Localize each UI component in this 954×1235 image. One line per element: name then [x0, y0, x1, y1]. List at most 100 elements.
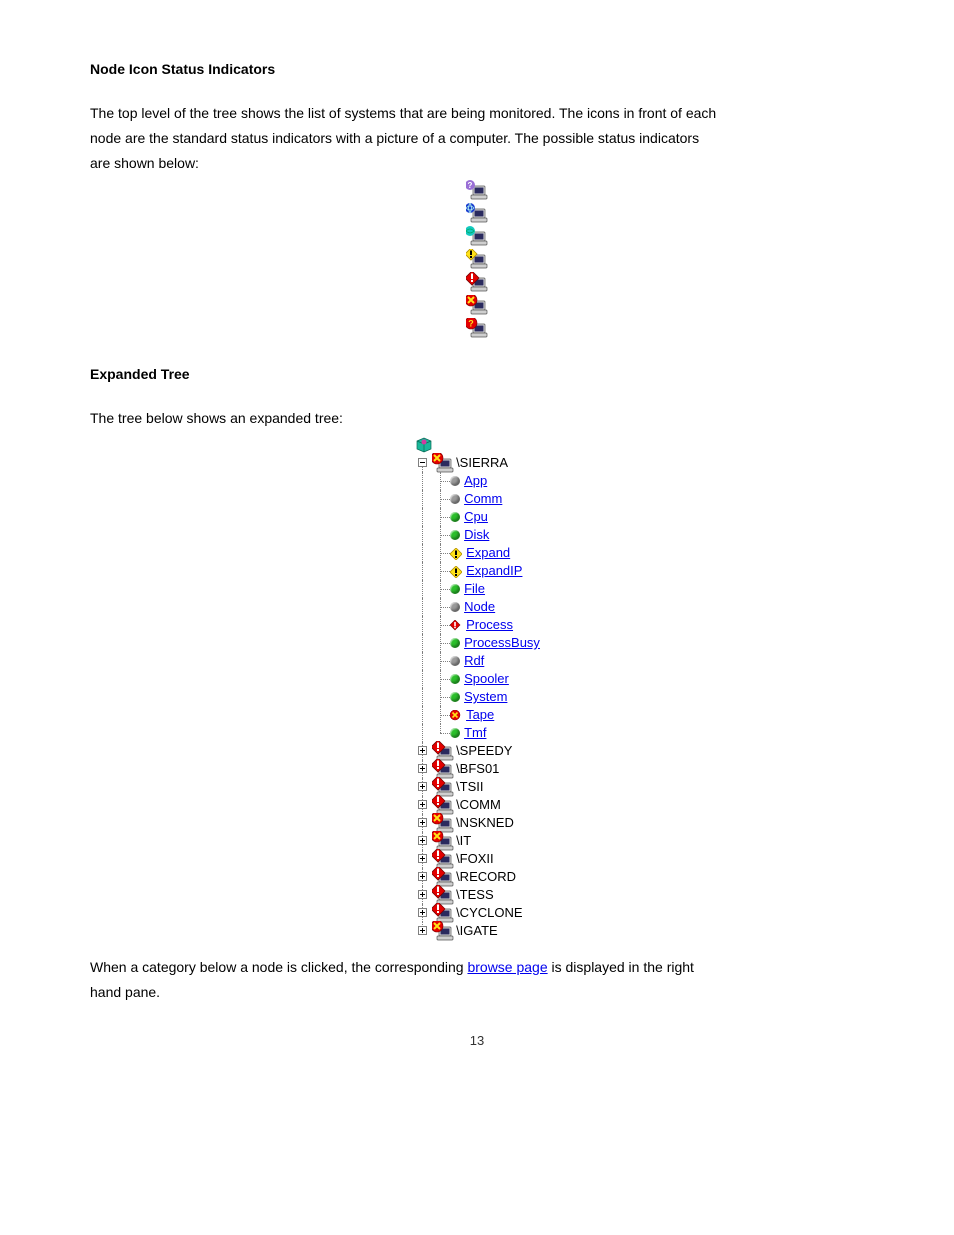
tree-leaf-app[interactable]: App: [414, 472, 540, 490]
green-status-icon: [450, 584, 460, 594]
node-status-icon: [432, 867, 454, 887]
expand-toggle[interactable]: [418, 764, 427, 773]
browse-page-link[interactable]: browse page: [467, 959, 547, 975]
critical-icon: [466, 295, 488, 315]
expand-toggle[interactable]: [418, 926, 427, 935]
node-status-icon: [432, 885, 454, 905]
category-link[interactable]: File: [464, 580, 485, 598]
unknown-icon: [466, 180, 488, 200]
node-status-icon: [432, 813, 454, 833]
tree-node-\speedy[interactable]: \SPEEDY: [414, 742, 540, 760]
intro-line-3: are shown below:: [90, 154, 864, 173]
tree-leaf-expand[interactable]: Expand: [414, 544, 540, 562]
tree-node-sierra[interactable]: \SIERRA: [414, 454, 540, 472]
legend-item-fatal: [466, 316, 488, 339]
node-status-icon: [432, 795, 454, 815]
expand-toggle[interactable]: [418, 782, 427, 791]
tree-node-\tess[interactable]: \TESS: [414, 886, 540, 904]
tree-leaf-tmf[interactable]: Tmf: [414, 724, 540, 742]
tree-leaf-tape[interactable]: Tape: [414, 706, 540, 724]
green-status-icon: [450, 638, 460, 648]
node-label: \IT: [456, 832, 471, 850]
green-status-icon: [450, 512, 460, 522]
expand-toggle[interactable]: [418, 800, 427, 809]
node-label: \FOXII: [456, 850, 494, 868]
node-label: \BFS01: [456, 760, 499, 778]
diamond-yellow-icon: [450, 565, 462, 577]
tree-leaf-node[interactable]: Node: [414, 598, 540, 616]
gray-status-icon: [450, 602, 460, 612]
intro-line-2: node are the standard status indicators …: [90, 129, 864, 148]
node-status-icon: [432, 831, 454, 851]
tree-leaf-file[interactable]: File: [414, 580, 540, 598]
tree-leaf-spooler[interactable]: Spooler: [414, 670, 540, 688]
after-paragraph-2: hand pane.: [90, 983, 864, 1002]
tree-node-\nskned[interactable]: \NSKNED: [414, 814, 540, 832]
tree-node-\foxii[interactable]: \FOXII: [414, 850, 540, 868]
green-status-icon: [450, 728, 460, 738]
tree-leaf-expandip[interactable]: ExpandIP: [414, 562, 540, 580]
page-number: 13: [90, 1032, 864, 1050]
legend-item-unknown: [466, 178, 488, 201]
expand-toggle[interactable]: [418, 854, 427, 863]
category-link[interactable]: ExpandIP: [466, 562, 522, 580]
legend-item-info: [466, 201, 488, 224]
category-link[interactable]: Tmf: [464, 724, 486, 742]
node-label: \RECORD: [456, 868, 516, 886]
category-link[interactable]: ProcessBusy: [464, 634, 540, 652]
category-link[interactable]: Comm: [464, 490, 502, 508]
node-label: \TSII: [456, 778, 483, 796]
category-link[interactable]: Rdf: [464, 652, 484, 670]
tree-node-\it[interactable]: \IT: [414, 832, 540, 850]
gray-status-icon: [450, 476, 460, 486]
category-link[interactable]: System: [464, 688, 507, 706]
node-label: \NSKNED: [456, 814, 514, 832]
tree-leaf-disk[interactable]: Disk: [414, 526, 540, 544]
tree-node-\cyclone[interactable]: \CYCLONE: [414, 904, 540, 922]
legend-item-ok: [466, 224, 488, 247]
tree-leaf-cpu[interactable]: Cpu: [414, 508, 540, 526]
expand-toggle[interactable]: [418, 908, 427, 917]
category-link[interactable]: App: [464, 472, 487, 490]
gray-status-icon: [450, 494, 460, 504]
expand-toggle[interactable]: [418, 836, 427, 845]
category-link[interactable]: Process: [466, 616, 513, 634]
expand-toggle[interactable]: [418, 746, 427, 755]
node-status-icon: [432, 453, 454, 473]
category-link[interactable]: Spooler: [464, 670, 509, 688]
node-label: \IGATE: [456, 922, 498, 940]
green-status-icon: [450, 674, 460, 684]
tree-leaf-comm[interactable]: Comm: [414, 490, 540, 508]
tree-leaf-system[interactable]: System: [414, 688, 540, 706]
tree-leaf-processbusy[interactable]: ProcessBusy: [414, 634, 540, 652]
warning-red-icon: [466, 272, 488, 292]
node-status-icon: [432, 759, 454, 779]
collapse-toggle[interactable]: [418, 458, 427, 467]
legend-item-warning-yellow: [466, 247, 488, 270]
ok-icon: [466, 226, 488, 246]
category-link[interactable]: Node: [464, 598, 495, 616]
expand-toggle[interactable]: [418, 890, 427, 899]
category-link[interactable]: Tape: [466, 706, 494, 724]
tree-node-\comm[interactable]: \COMM: [414, 796, 540, 814]
diamond-yellow-icon: [450, 547, 462, 559]
expand-toggle[interactable]: [418, 872, 427, 881]
category-link[interactable]: Expand: [466, 544, 510, 562]
node-status-icon: [432, 921, 454, 941]
tree-node-\igate[interactable]: \IGATE: [414, 922, 540, 940]
tree-intro: The tree below shows an expanded tree:: [90, 409, 864, 428]
category-link[interactable]: Cpu: [464, 508, 488, 526]
expand-toggle[interactable]: [418, 818, 427, 827]
node-label: \SPEEDY: [456, 742, 512, 760]
fatal-icon: [466, 318, 488, 338]
tree-node-\tsii[interactable]: \TSII: [414, 778, 540, 796]
node-label: \TESS: [456, 886, 494, 904]
tree-leaf-rdf[interactable]: Rdf: [414, 652, 540, 670]
tree-leaf-process[interactable]: Process: [414, 616, 540, 634]
tree-node-\bfs01[interactable]: \BFS01: [414, 760, 540, 778]
system-tree: \SIERRAAppCommCpuDiskExpandExpandIPFileN…: [414, 436, 540, 940]
tree-node-\record[interactable]: \RECORD: [414, 868, 540, 886]
node-label: \COMM: [456, 796, 501, 814]
category-link[interactable]: Disk: [464, 526, 489, 544]
heading: Node Icon Status Indicators: [90, 60, 864, 79]
